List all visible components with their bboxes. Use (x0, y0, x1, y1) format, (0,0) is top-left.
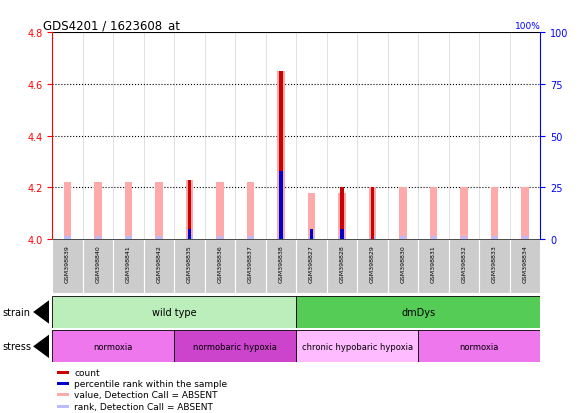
Bar (339, 237, 345, 240)
Bar (277, 72, 285, 240)
Bar (52, 240, 83, 293)
Bar (125, 237, 131, 240)
Bar (52, 296, 296, 328)
Text: GSM398830: GSM398830 (400, 245, 406, 282)
Bar (279, 72, 283, 240)
Text: GSM398832: GSM398832 (461, 245, 467, 282)
Text: normobaric hypoxia: normobaric hypoxia (193, 342, 277, 351)
Text: GSM398842: GSM398842 (156, 245, 162, 282)
Polygon shape (33, 300, 49, 324)
Bar (156, 237, 162, 240)
Bar (278, 237, 284, 240)
Text: GSM398834: GSM398834 (522, 245, 528, 282)
Bar (57, 371, 69, 374)
Bar (216, 183, 224, 240)
Bar (418, 330, 540, 363)
Bar (83, 240, 113, 293)
Bar (431, 237, 436, 240)
Text: percentile rank within the sample: percentile rank within the sample (74, 379, 227, 388)
Bar (188, 180, 191, 240)
Bar (266, 240, 296, 293)
Bar (95, 237, 101, 240)
Text: GSM398829: GSM398829 (370, 245, 375, 282)
Text: GSM398833: GSM398833 (492, 245, 497, 282)
Bar (186, 180, 193, 240)
Bar (460, 188, 468, 240)
Text: GSM398839: GSM398839 (65, 245, 70, 282)
Bar (113, 240, 144, 293)
Bar (521, 188, 529, 240)
Text: GSM398840: GSM398840 (95, 245, 101, 282)
Bar (449, 240, 479, 293)
Bar (187, 237, 192, 240)
Bar (188, 229, 191, 240)
Bar (310, 229, 313, 240)
Bar (400, 237, 406, 240)
Text: GSM398827: GSM398827 (309, 245, 314, 282)
Bar (340, 188, 344, 240)
Bar (370, 237, 375, 240)
Bar (492, 237, 497, 240)
Bar (308, 193, 315, 240)
Text: GDS4201 / 1623608_at: GDS4201 / 1623608_at (42, 19, 180, 32)
Bar (510, 240, 540, 293)
Bar (388, 240, 418, 293)
Bar (248, 237, 253, 240)
Text: GSM398837: GSM398837 (248, 245, 253, 282)
Bar (369, 188, 376, 240)
Text: GSM398836: GSM398836 (217, 245, 223, 282)
Bar (155, 183, 163, 240)
Bar (430, 188, 437, 240)
Text: strain: strain (3, 307, 31, 317)
Text: wild type: wild type (152, 307, 196, 317)
Text: chronic hypobaric hypoxia: chronic hypobaric hypoxia (302, 342, 413, 351)
Bar (217, 237, 223, 240)
Text: normoxia: normoxia (94, 342, 133, 351)
Bar (491, 188, 498, 240)
Text: dmDys: dmDys (401, 307, 435, 317)
Bar (174, 330, 296, 363)
Bar (144, 240, 174, 293)
Bar (57, 382, 69, 385)
Text: count: count (74, 368, 100, 377)
Bar (247, 183, 254, 240)
Bar (125, 183, 132, 240)
Bar (57, 405, 69, 408)
Text: normoxia: normoxia (460, 342, 499, 351)
Bar (52, 330, 174, 363)
Bar (479, 240, 510, 293)
Bar (296, 296, 540, 328)
Bar (57, 394, 69, 396)
Bar (522, 237, 528, 240)
Text: stress: stress (3, 342, 32, 351)
Text: GSM398828: GSM398828 (339, 245, 345, 282)
Text: GSM398838: GSM398838 (278, 245, 284, 282)
Bar (357, 240, 388, 293)
Bar (64, 237, 70, 240)
Text: value, Detection Call = ABSENT: value, Detection Call = ABSENT (74, 390, 218, 399)
Bar (461, 237, 467, 240)
Bar (327, 240, 357, 293)
Bar (205, 240, 235, 293)
Bar (340, 229, 344, 240)
Text: GSM398831: GSM398831 (431, 245, 436, 282)
Bar (64, 183, 71, 240)
Bar (94, 183, 102, 240)
Polygon shape (33, 335, 49, 358)
Bar (279, 171, 283, 240)
Bar (309, 237, 314, 240)
Bar (418, 240, 449, 293)
Bar (296, 330, 418, 363)
Bar (338, 193, 346, 240)
Bar (235, 240, 266, 293)
Bar (296, 240, 327, 293)
Text: 100%: 100% (514, 22, 540, 31)
Text: GSM398835: GSM398835 (187, 245, 192, 282)
Bar (371, 188, 374, 240)
Text: GSM398841: GSM398841 (126, 245, 131, 282)
Text: rank, Detection Call = ABSENT: rank, Detection Call = ABSENT (74, 402, 213, 411)
Bar (399, 188, 407, 240)
Bar (174, 240, 205, 293)
